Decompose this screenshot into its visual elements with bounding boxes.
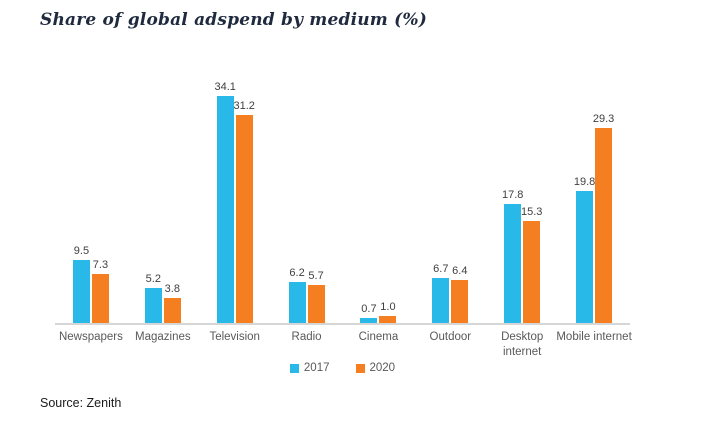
bar-group: 6.7 6.4 Outdoor [414, 83, 486, 343]
bar-2017: 34.1 [214, 81, 236, 323]
plot-area: 9.5 7.3 Newspapers 5.2 3.8 Magazines 34.1 31.2 T… [55, 81, 632, 358]
chart-title: Share of global adspend by medium (%) [40, 10, 427, 30]
bar-2017: 6.2 [288, 267, 306, 323]
category-label: Cinema [358, 331, 399, 343]
legend-swatch [289, 363, 299, 373]
bar-2017: 17.8 [502, 189, 523, 323]
bar-group: 19.8 29.3 Mobile internet [556, 83, 631, 343]
bar-pair: 6.2 5.7 [288, 83, 325, 323]
legend-item: 2020 [355, 362, 396, 374]
bar-group: 34.1 31.2 Television [199, 81, 271, 343]
bar-2017: 0.7 [360, 303, 378, 323]
bar-value-label: 0.7 [361, 303, 377, 316]
legend-item: 2017 [289, 362, 330, 374]
bar-value-label: 17.8 [501, 189, 524, 202]
bar-2017: 5.2 [144, 273, 162, 323]
bar-value-label: 6.4 [452, 265, 468, 278]
bar-2020: 1.0 [379, 301, 397, 323]
legend: 2017 2020 [55, 362, 630, 374]
bar-value-label: 9.5 [73, 244, 90, 257]
bar-pair: 19.8 29.3 [574, 83, 614, 323]
bar-value-label: 1.0 [380, 301, 396, 314]
legend-swatch [355, 363, 365, 373]
category-label: Television [209, 331, 260, 343]
legend-label: 2020 [369, 362, 396, 374]
legend-label: 2017 [303, 362, 330, 374]
bar-2017: 9.5 [72, 245, 90, 323]
bar-value-label: 15.3 [520, 206, 543, 218]
bar-value-label: 7.3 [92, 259, 109, 272]
category-label: Outdoor [429, 331, 472, 343]
category-label: Newspapers [58, 331, 123, 343]
bar-value-label: 31.2 [233, 100, 255, 112]
bar-2020: 5.7 [307, 270, 325, 323]
bar-pair: 5.2 3.8 [144, 83, 181, 323]
category-label: Magazines [135, 331, 191, 343]
bar-2020: 3.8 [163, 283, 181, 323]
bar-2020: 29.3 [593, 113, 614, 323]
bar-value-label: 6.7 [433, 263, 449, 276]
bar-2020: 15.3 [521, 206, 542, 323]
bar-value-label: 19.8 [573, 176, 596, 188]
bar-pair: 9.5 7.3 [72, 83, 109, 323]
bar-group: 9.5 7.3 Newspapers [55, 83, 127, 343]
bar-pair: 34.1 31.2 [214, 81, 255, 323]
bar-value-label: 5.7 [308, 270, 324, 282]
bar-pair: 0.7 1.0 [360, 83, 397, 323]
category-label: Mobile internet [556, 331, 632, 343]
bar-value-label: 6.2 [289, 266, 305, 279]
category-label: Radio [291, 331, 322, 343]
bar-group: 6.2 5.7 Radio [271, 83, 343, 343]
bar-value-label: 5.2 [145, 273, 161, 286]
category-label: Desktop internet [501, 331, 544, 358]
bar-pair: 6.7 6.4 [432, 83, 469, 323]
bar-2017: 19.8 [574, 176, 595, 323]
bar-value-label: 3.8 [164, 282, 180, 295]
bar-value-label: 34.1 [214, 80, 236, 93]
bar-2020: 7.3 [91, 259, 109, 323]
bar-pair: 17.8 15.3 [502, 83, 542, 323]
bar-group: 5.2 3.8 Magazines [127, 83, 199, 343]
bar-2020: 6.4 [451, 265, 469, 323]
bar-group: 0.7 1.0 Cinema [343, 83, 415, 343]
bar-2017: 6.7 [432, 263, 450, 323]
bar-group: 17.8 15.3 Desktop internet [486, 83, 558, 358]
source-label: Source: Zenith [40, 396, 122, 410]
bar-value-label: 29.3 [592, 112, 615, 125]
bar-2020: 31.2 [233, 100, 255, 323]
